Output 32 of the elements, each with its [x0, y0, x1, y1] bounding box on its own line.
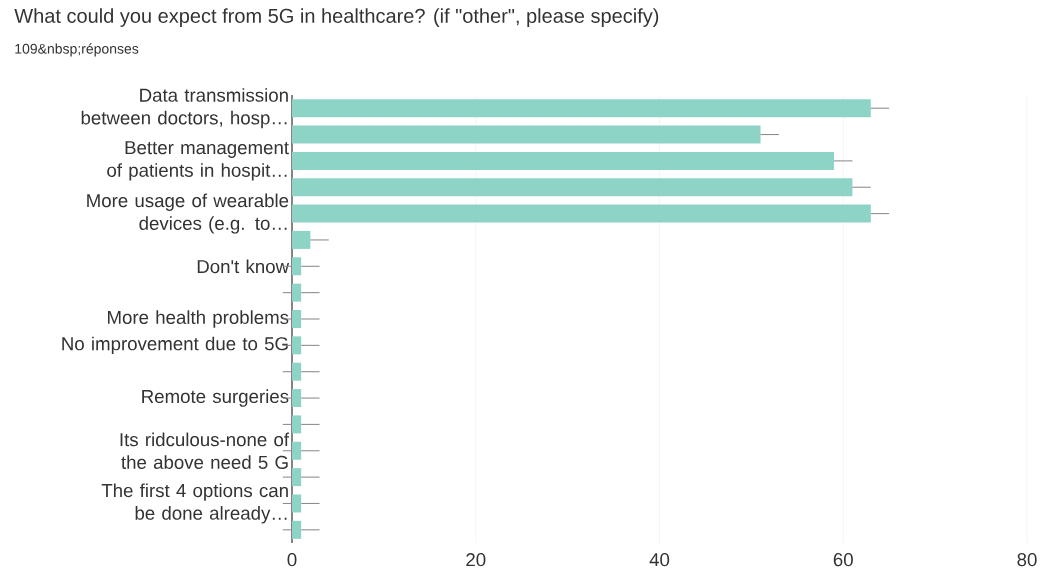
y-tick-label: Remote surgeries [142, 389, 289, 407]
chart-title: What could you expect from 5G in healthcare? (if "other", please specify) [14, 8, 659, 27]
y-tick-label: Don't know [197, 259, 290, 274]
y-tick-label: The first 4 options can be done already… [101, 483, 288, 524]
bar [292, 151, 835, 170]
bar [292, 468, 302, 487]
y-tick-label: Data transmission between doctors, hosp… [81, 88, 288, 129]
x-tick-label: 80 [1017, 553, 1037, 567]
bar [292, 257, 302, 276]
x-tick-label: 60 [833, 553, 853, 567]
bar [292, 178, 853, 197]
text: 109&nbsp;réponses [15, 43, 139, 57]
bar [292, 389, 302, 408]
y-tick-label: No improvement due to 5G [62, 336, 288, 355]
bar [292, 494, 302, 513]
x-tick-label: 0 [287, 553, 297, 567]
bar [292, 204, 871, 223]
bar [292, 415, 302, 434]
bar [292, 336, 302, 355]
x-tick-label: 40 [649, 553, 670, 567]
y-tick-label: Its ridculous-none of the above need 5 G [120, 432, 290, 469]
y-tick-label: More usage of wearable devices (e.g. to… [87, 193, 289, 234]
y-tick-label: More health problems [107, 310, 289, 328]
bar [292, 283, 302, 302]
y-tick-label: Better management of patients in hospit… [107, 141, 289, 181]
bar [292, 310, 302, 328]
bar [292, 99, 871, 118]
bar [292, 441, 302, 460]
x-tick-label: 20 [466, 553, 486, 567]
bar [292, 520, 302, 539]
bar [292, 362, 302, 381]
bar [292, 125, 761, 144]
